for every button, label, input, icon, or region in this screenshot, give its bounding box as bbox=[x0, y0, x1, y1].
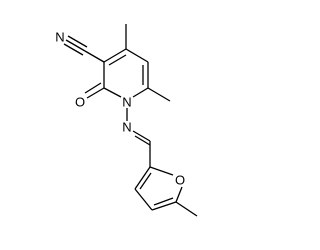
bonds bbox=[63, 24, 198, 217]
atom-label: N bbox=[55, 30, 64, 45]
molecule-diagram: N O N N O bbox=[55, 24, 198, 217]
atom-label: N bbox=[122, 95, 131, 110]
atom-label: N bbox=[122, 120, 131, 135]
atom-label: O bbox=[175, 173, 185, 188]
atom-label: O bbox=[75, 95, 85, 110]
